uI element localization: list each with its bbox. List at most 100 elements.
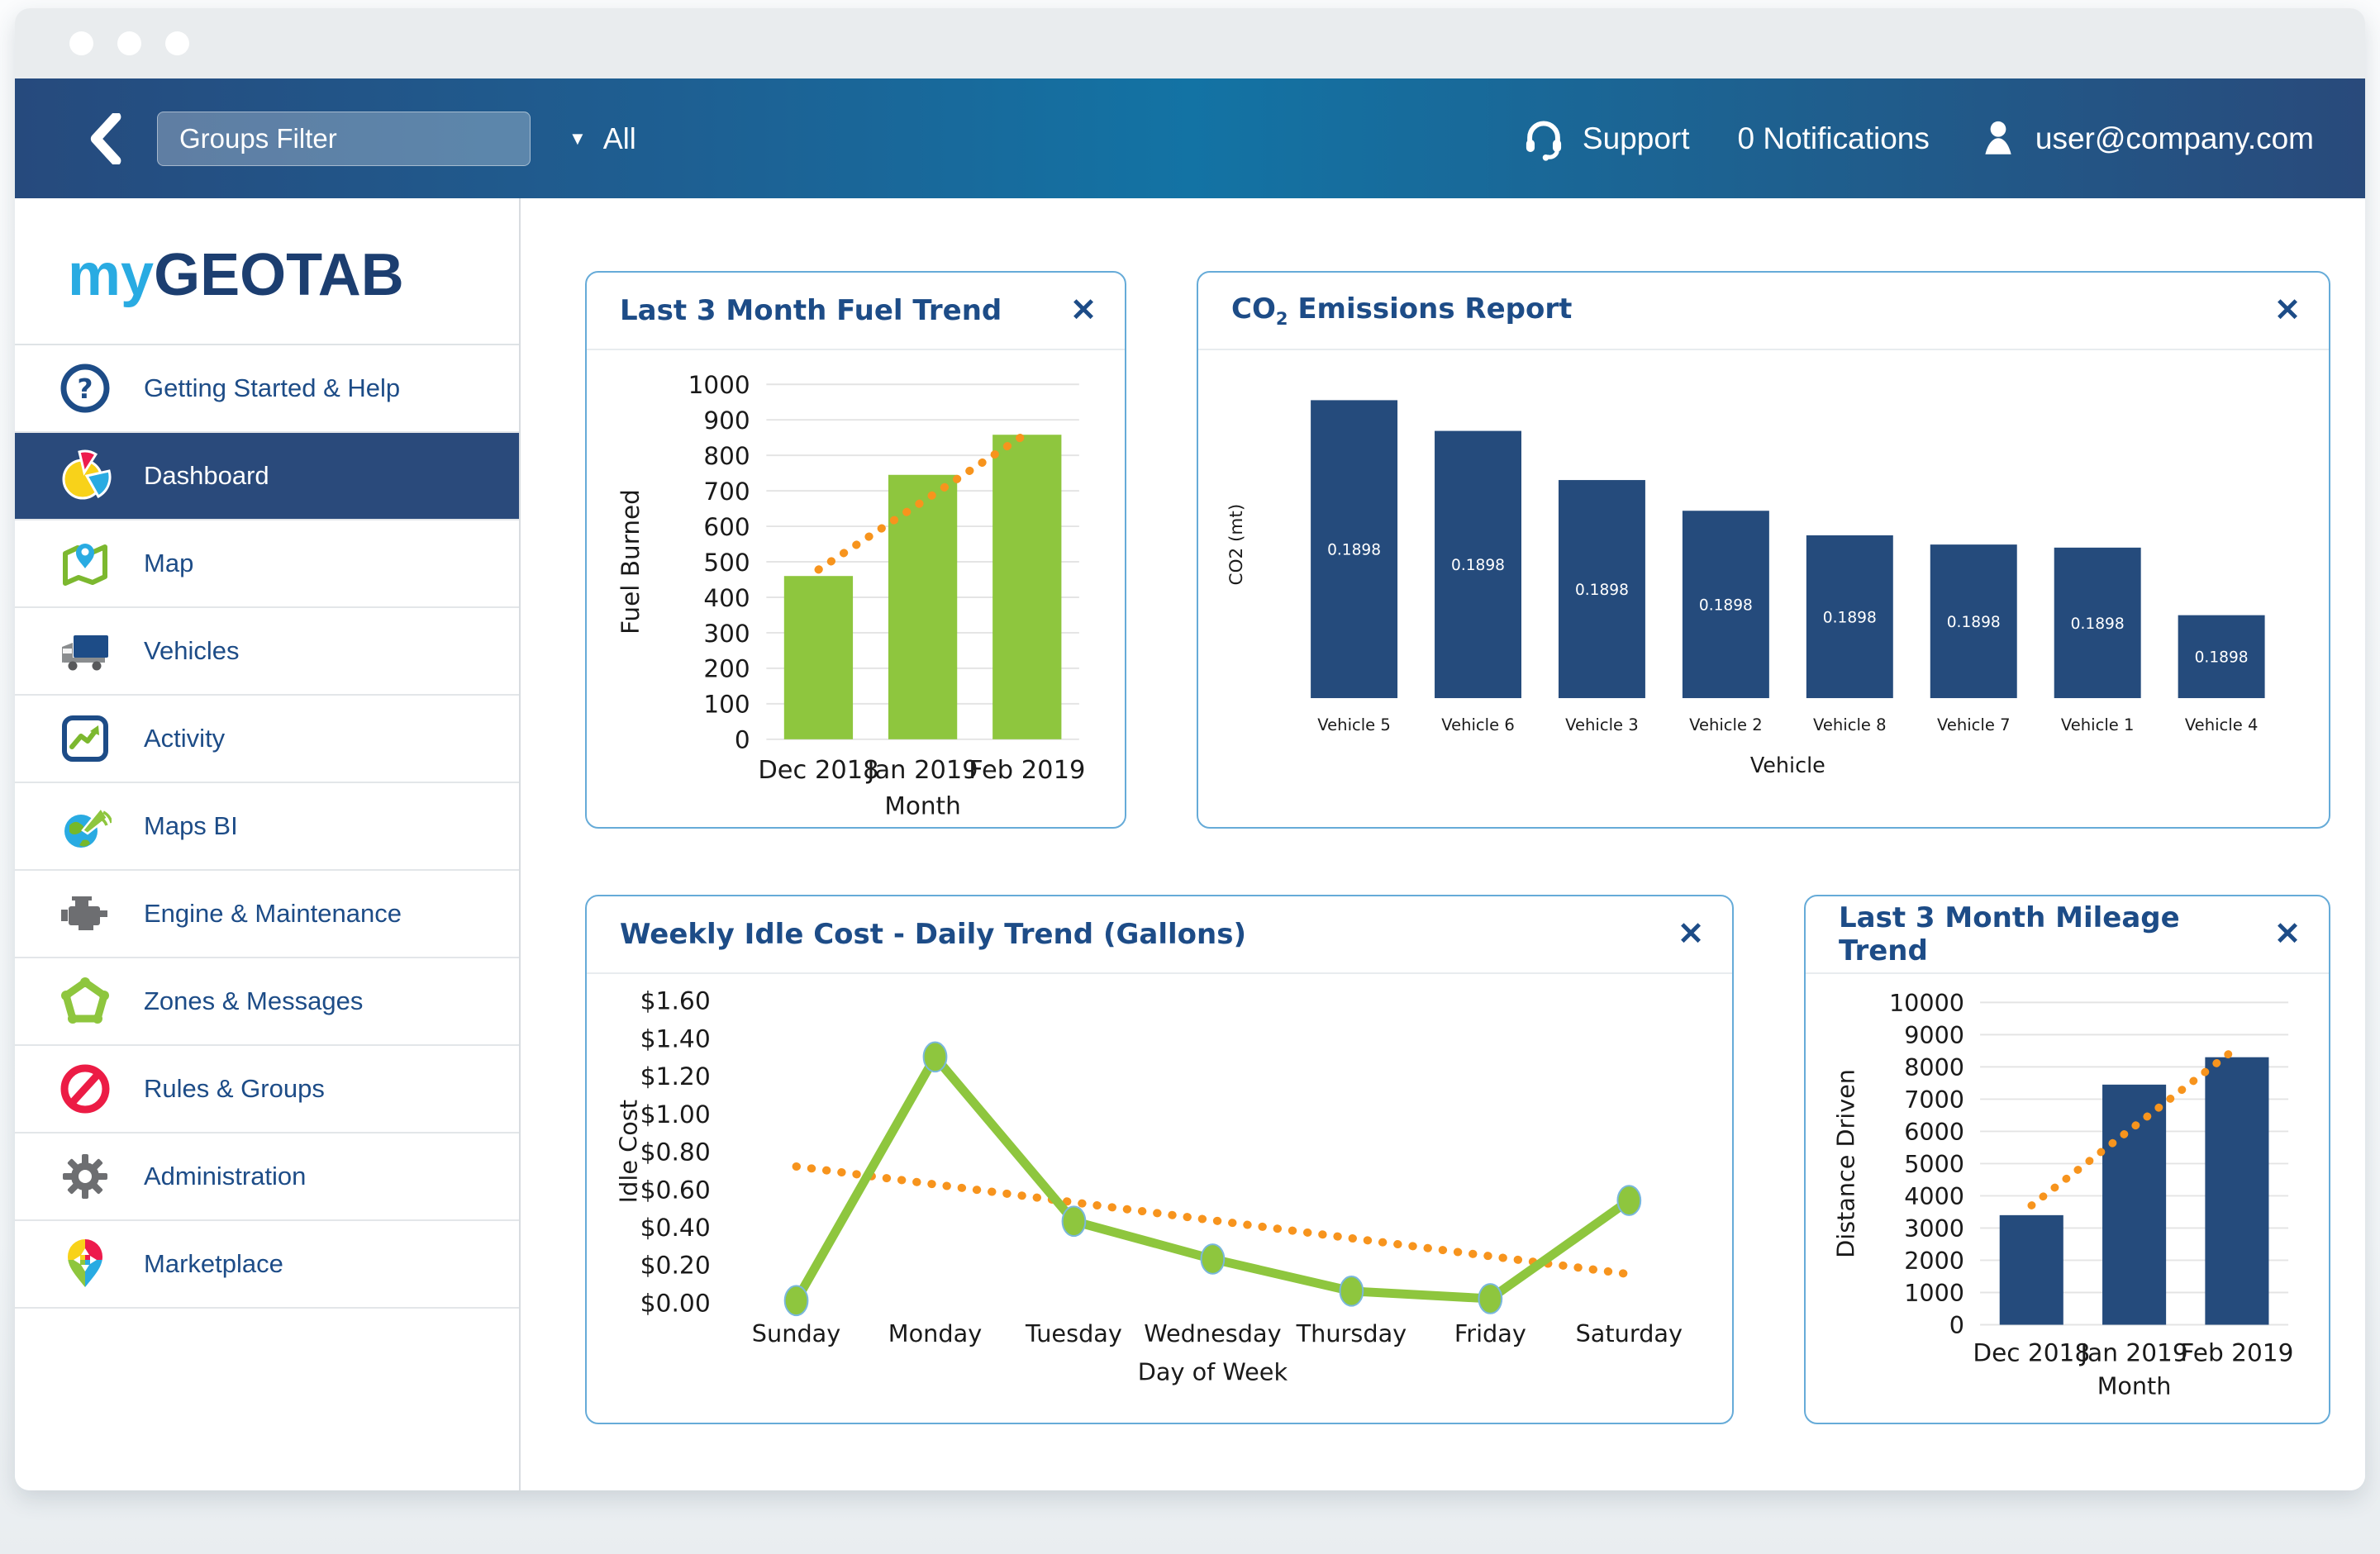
svg-text:Dec 2018: Dec 2018 (758, 756, 878, 785)
svg-text:$1.40: $1.40 (640, 1024, 711, 1053)
svg-text:?: ? (77, 373, 93, 405)
sidebar-item-maps-bi[interactable]: Maps BI (15, 783, 519, 871)
truck-icon (58, 624, 112, 678)
sidebar-item-rules-groups[interactable]: Rules & Groups (15, 1046, 519, 1133)
sidebar: myGEOTAB ? Getting Started & Help Dashboar… (15, 198, 521, 1490)
close-icon[interactable]: ✕ (1678, 917, 1704, 952)
window-control-dot[interactable] (165, 31, 189, 55)
svg-text:Friday: Friday (1454, 1319, 1526, 1347)
window-control-dot[interactable] (69, 31, 93, 55)
svg-text:Feb 2019: Feb 2019 (969, 756, 1085, 785)
svg-text:3000: 3000 (1904, 1214, 1964, 1243)
sidebar-menu: ? Getting Started & Help Dashboard Map Vehic… (15, 345, 519, 1309)
close-icon[interactable]: ✕ (2274, 917, 2301, 952)
window-control-dot[interactable] (117, 31, 141, 55)
svg-text:Day of Week: Day of Week (1138, 1358, 1288, 1386)
logo-geotab: GEOTAB (154, 242, 404, 308)
sidebar-item-label: Getting Started & Help (144, 373, 401, 402)
svg-text:0.1898: 0.1898 (2071, 615, 2125, 633)
svg-text:$0.40: $0.40 (640, 1214, 711, 1243)
svg-text:Tuesday: Tuesday (1025, 1319, 1122, 1347)
marketplace-pin-icon (58, 1237, 112, 1291)
svg-text:0: 0 (735, 726, 750, 754)
svg-text:$0.80: $0.80 (640, 1138, 711, 1167)
svg-text:Vehicle 4: Vehicle 4 (2185, 715, 2259, 734)
back-chevron-icon[interactable] (88, 112, 122, 164)
svg-text:Wednesday: Wednesday (1144, 1319, 1281, 1347)
svg-text:Fuel Burned: Fuel Burned (616, 489, 645, 634)
svg-text:Vehicle 3: Vehicle 3 (1565, 715, 1639, 734)
maps-bi-globe-icon (58, 799, 112, 853)
svg-text:300: 300 (703, 620, 750, 648)
card-title: Weekly Idle Cost - Daily Trend (Gallons) (620, 918, 1246, 951)
sidebar-item-map[interactable]: Map (15, 520, 519, 608)
notifications-button[interactable]: 0 Notifications (1738, 121, 1930, 156)
svg-text:200: 200 (703, 655, 750, 683)
groups-dropdown[interactable]: ▼ All (569, 121, 636, 156)
sidebar-item-engine-maintenance[interactable]: Engine & Maintenance (15, 871, 519, 958)
svg-text:Month: Month (2097, 1371, 2172, 1400)
svg-text:Vehicle: Vehicle (1750, 753, 1825, 777)
sidebar-item-marketplace[interactable]: Marketplace (15, 1221, 519, 1309)
close-icon[interactable]: ✕ (1070, 293, 1097, 328)
svg-text:$1.00: $1.00 (640, 1100, 711, 1129)
svg-text:0.1898: 0.1898 (1699, 596, 1753, 614)
svg-text:4000: 4000 (1904, 1182, 1964, 1210)
svg-text:$0.20: $0.20 (640, 1252, 711, 1281)
svg-text:0.1898: 0.1898 (1327, 542, 1381, 559)
svg-text:Feb 2019: Feb 2019 (2180, 1338, 2293, 1366)
sidebar-item-activity[interactable]: Activity (15, 696, 519, 783)
svg-text:0.1898: 0.1898 (1451, 557, 1505, 574)
svg-text:Vehicle 5: Vehicle 5 (1317, 715, 1391, 734)
sidebar-item-administration[interactable]: Administration (15, 1133, 519, 1221)
fuel-trend-chart: 0 100 200 300 400 500 600 700 800 900 1000 Dec 2018… (587, 350, 1125, 827)
svg-text:Saturday: Saturday (1576, 1319, 1683, 1347)
gear-icon (58, 1149, 112, 1204)
support-label: Support (1582, 121, 1690, 155)
groups-filter-value: Groups Filter (179, 122, 337, 154)
help-icon: ? (58, 361, 112, 416)
map-pin-icon (58, 536, 112, 591)
svg-text:700: 700 (703, 478, 750, 506)
sidebar-item-label: Dashboard (144, 461, 269, 490)
sidebar-item-vehicles[interactable]: Vehicles (15, 608, 519, 696)
sidebar-item-getting-started-help[interactable]: ? Getting Started & Help (15, 345, 519, 433)
svg-text:Vehicle 6: Vehicle 6 (1441, 715, 1515, 734)
card-header: Last 3 Month Fuel Trend ✕ (587, 273, 1125, 350)
support-button[interactable]: Support (1521, 116, 1690, 161)
sidebar-item-label: Rules & Groups (144, 1074, 325, 1103)
svg-text:7000: 7000 (1904, 1086, 1964, 1114)
user-menu[interactable]: user@company.com (1978, 118, 2314, 159)
window-titlebar (15, 8, 2365, 78)
card-header: Weekly Idle Cost - Daily Trend (Gallons)… (587, 896, 1732, 974)
svg-text:Vehicle 8: Vehicle 8 (1813, 715, 1887, 734)
svg-text:8000: 8000 (1904, 1053, 1964, 1081)
svg-text:600: 600 (703, 513, 750, 541)
card-title: Last 3 Month Mileage Trend (1839, 901, 2180, 967)
close-icon[interactable]: ✕ (2274, 293, 2301, 328)
svg-text:$1.20: $1.20 (640, 1062, 711, 1091)
user-icon (1985, 121, 2011, 154)
groups-filter-input[interactable]: Groups Filter (157, 111, 531, 166)
sidebar-item-dashboard[interactable]: Dashboard (15, 433, 519, 520)
svg-text:9000: 9000 (1904, 1021, 1964, 1049)
svg-text:Month: Month (884, 791, 960, 820)
sidebar-item-zones-messages[interactable]: Zones & Messages (15, 958, 519, 1046)
activity-chart-icon (58, 711, 112, 766)
prohibition-icon (58, 1062, 112, 1116)
svg-text:Idle Cost: Idle Cost (615, 1100, 643, 1203)
card-fuel-trend: Last 3 Month Fuel Trend ✕ 0 100 200 300 400 5… (585, 271, 1126, 829)
sidebar-item-label: Activity (144, 724, 226, 753)
svg-text:2000: 2000 (1904, 1247, 1964, 1275)
sidebar-item-label: Engine & Maintenance (144, 899, 402, 928)
card-header: Last 3 Month Mileage Trend ✕ (1806, 896, 2329, 974)
sidebar-item-label: Maps BI (144, 811, 238, 840)
app-body: myGEOTAB ? Getting Started & Help Dashboar… (15, 198, 2365, 1490)
svg-text:800: 800 (703, 442, 750, 470)
svg-text:Jan 2019: Jan 2019 (2078, 1338, 2187, 1366)
svg-text:1000: 1000 (688, 371, 750, 399)
chevron-down-icon: ▼ (569, 127, 587, 149)
svg-text:100: 100 (703, 691, 750, 719)
idle-cost-chart: $0.00 $0.20 $0.40 $0.60 $0.80 $1.00 $1.20 $1.40… (587, 974, 1732, 1423)
top-navigation-bar: Groups Filter ▼ All Support 0 Notificati… (15, 78, 2365, 198)
